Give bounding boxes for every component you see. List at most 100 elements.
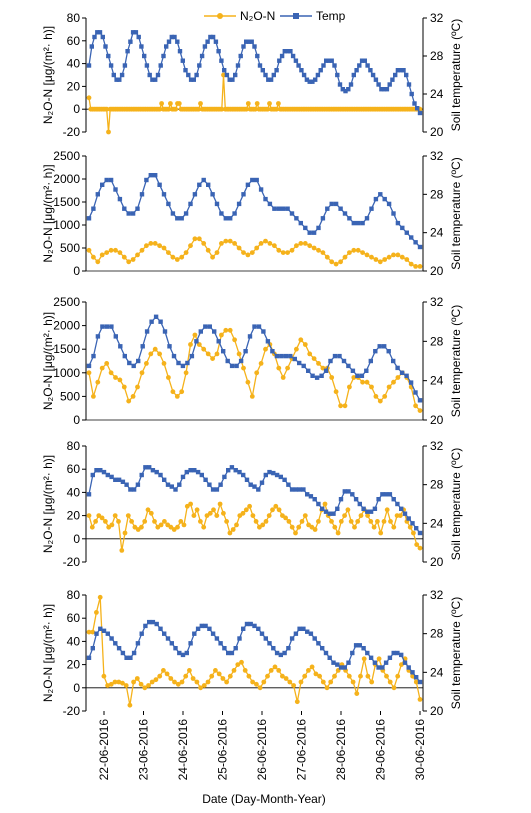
n2o-point [391, 379, 396, 385]
temp-point [256, 626, 261, 631]
n2o-point [166, 106, 172, 112]
n2o-point [161, 245, 167, 251]
temp-point [308, 631, 314, 636]
n2o-point [317, 673, 322, 679]
temp-point [404, 373, 409, 378]
n2o-point [170, 389, 176, 395]
temp-point [359, 373, 365, 378]
n2o-point [104, 361, 110, 366]
temp-point [244, 477, 250, 482]
temp-point [128, 655, 133, 660]
temp-point [191, 77, 196, 82]
temp-point [268, 77, 274, 82]
temp-point [241, 472, 246, 478]
n2o-point [276, 507, 282, 513]
n2o-point [183, 370, 189, 376]
temp-point [197, 63, 202, 68]
n2o-point [148, 510, 154, 516]
temp-point [139, 44, 144, 49]
n2o-point [157, 106, 163, 112]
right-y-tick-label: 24 [430, 87, 444, 101]
temp-point [111, 72, 116, 78]
temp-point [286, 482, 291, 487]
temp-point [342, 489, 347, 494]
temp-point [328, 358, 333, 364]
n2o-point [382, 257, 388, 262]
temp-point [91, 353, 96, 359]
temp-point [230, 77, 235, 82]
n2o-point [241, 365, 246, 371]
n2o-point [210, 356, 216, 361]
temp-point [218, 641, 223, 646]
temp-point [377, 344, 382, 349]
n2o-point [386, 254, 392, 260]
temp-point [208, 34, 213, 40]
n2o-point [368, 519, 374, 524]
n2o-point [276, 101, 281, 106]
n2o-point [397, 513, 403, 518]
n2o-point [311, 356, 317, 361]
n2o-point [417, 264, 423, 269]
temp-point [169, 484, 174, 489]
temp-point [86, 492, 92, 497]
n2o-point [201, 346, 207, 352]
temp-point [207, 626, 212, 631]
temp-point [294, 216, 299, 221]
temp-point [274, 650, 280, 656]
temp-point [201, 177, 206, 183]
temp-point [100, 324, 105, 329]
temp-point [312, 497, 317, 502]
temp-point [277, 58, 282, 63]
n2o-point [101, 673, 107, 679]
n2o-point [112, 513, 118, 518]
temp-point [279, 53, 285, 59]
n2o-point [355, 247, 361, 253]
temp-point [340, 87, 345, 92]
temp-point [301, 363, 306, 369]
chart-panel-4: -20 0 20 40 60 80 20 24 28 32 N₂O-N [μg/(m²· h)] So… [41, 439, 463, 569]
temp-point [247, 334, 253, 339]
n2o-point [384, 673, 389, 679]
temp-point [381, 87, 387, 92]
temp-point [136, 358, 141, 364]
n2o-point [188, 243, 193, 249]
n2o-point [161, 668, 166, 673]
n2o-point [365, 513, 370, 518]
temp-point [241, 192, 246, 197]
temp-point [278, 474, 283, 480]
n2o-point [417, 545, 423, 551]
temp-point [257, 63, 263, 68]
n2o-point [358, 513, 364, 518]
n2o-point [312, 527, 318, 532]
left-y-tick-label: 1500 [53, 195, 80, 209]
temp-point [252, 44, 257, 49]
n2o-point [354, 691, 360, 696]
n2o-point [139, 247, 145, 253]
chart-panel-2: 0 500 1000 1500 2000 2500 20 24 28 32 N₂O-N [μg/(m… [41, 149, 463, 278]
temp-point [179, 216, 184, 221]
temp-point [263, 636, 268, 641]
temp-point [177, 482, 182, 487]
n2o-point [306, 668, 311, 673]
temp-point [274, 353, 280, 359]
temp-point [139, 472, 144, 478]
temp-point [404, 230, 409, 235]
temp-point [153, 173, 158, 178]
temp-point [327, 511, 332, 516]
temp-point [89, 44, 94, 49]
left-y-tick-label: -20 [63, 555, 81, 569]
n2o-point [105, 683, 110, 688]
x-tick-label: 30-06-2016 [413, 719, 427, 781]
n2o-point [286, 519, 292, 524]
temp-point [250, 177, 255, 183]
legend-temp-marker [293, 13, 299, 19]
temp-point [323, 650, 329, 656]
temp-point [162, 329, 168, 334]
temp-point [301, 626, 306, 631]
n2o-point [183, 250, 189, 256]
temp-point [346, 87, 351, 92]
temp-point [413, 240, 418, 245]
temp-point [260, 68, 265, 73]
n2o-point [166, 375, 171, 380]
temp-point [202, 44, 208, 49]
